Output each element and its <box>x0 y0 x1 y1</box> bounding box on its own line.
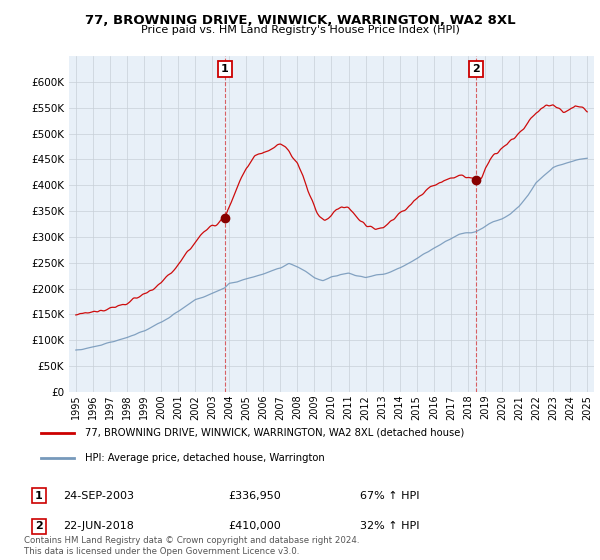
Text: 77, BROWNING DRIVE, WINWICK, WARRINGTON, WA2 8XL: 77, BROWNING DRIVE, WINWICK, WARRINGTON,… <box>85 14 515 27</box>
Text: Price paid vs. HM Land Registry's House Price Index (HPI): Price paid vs. HM Land Registry's House … <box>140 25 460 35</box>
Text: 2: 2 <box>472 64 480 74</box>
Text: £410,000: £410,000 <box>228 521 281 531</box>
Text: 2: 2 <box>35 521 43 531</box>
Text: HPI: Average price, detached house, Warrington: HPI: Average price, detached house, Warr… <box>85 452 325 463</box>
Text: 77, BROWNING DRIVE, WINWICK, WARRINGTON, WA2 8XL (detached house): 77, BROWNING DRIVE, WINWICK, WARRINGTON,… <box>85 428 464 438</box>
Text: 22-JUN-2018: 22-JUN-2018 <box>63 521 134 531</box>
Text: 1: 1 <box>221 64 229 74</box>
Text: 32% ↑ HPI: 32% ↑ HPI <box>360 521 419 531</box>
Text: 67% ↑ HPI: 67% ↑ HPI <box>360 491 419 501</box>
Text: 1: 1 <box>35 491 43 501</box>
Text: Contains HM Land Registry data © Crown copyright and database right 2024.
This d: Contains HM Land Registry data © Crown c… <box>24 536 359 556</box>
Text: 24-SEP-2003: 24-SEP-2003 <box>63 491 134 501</box>
Text: £336,950: £336,950 <box>228 491 281 501</box>
